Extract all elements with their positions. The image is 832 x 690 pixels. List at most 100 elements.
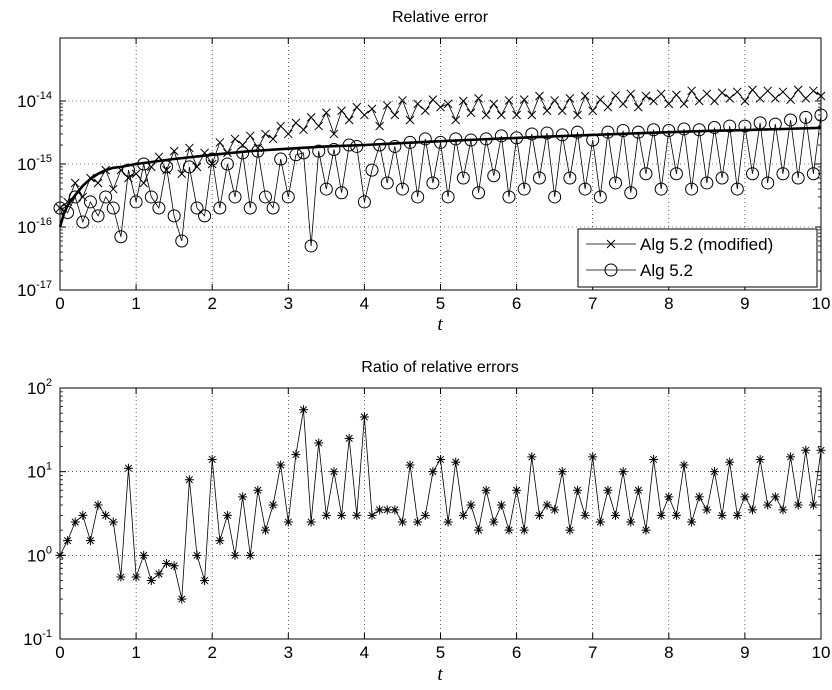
relative-error-ytick-label: 10-15 [17, 153, 52, 174]
relative-error-alg52-point [198, 209, 212, 223]
ratio-ratio-point [496, 500, 506, 510]
ratio-ratio-point [603, 485, 613, 495]
relative-error-alg52-point [205, 152, 219, 166]
ratio-ratio-point [504, 525, 514, 535]
ratio-ratio-point [337, 510, 347, 520]
relative-error-modified-point [458, 96, 468, 106]
relative-error-modified-point [70, 178, 80, 188]
ratio-ratio-point [527, 452, 537, 462]
ratio-xtick-label: 9 [740, 643, 749, 662]
relative-error-alg52-point [784, 113, 798, 127]
relative-error-modified-point [611, 91, 620, 100]
relative-error-reference-line [58, 126, 822, 228]
relative-error-alg52-point [243, 201, 257, 215]
ratio-xtick-label: 7 [588, 643, 597, 662]
ratio-ratio-point [565, 525, 575, 535]
relative-error-modified-point [169, 146, 179, 156]
relative-error-alg52-point [91, 209, 105, 223]
ratio-ratio-point [481, 485, 491, 495]
ratio-xtick-label: 10 [812, 643, 831, 662]
ratio-ratio-point [192, 550, 202, 560]
relative-error-modified-point [809, 86, 818, 96]
ratio-ratio-point [352, 510, 362, 520]
relative-error-modified-point [770, 94, 780, 103]
relative-error-xtick-label: 8 [664, 294, 673, 313]
ratio-ratio-point [390, 505, 400, 515]
relative-error-modified-point [542, 106, 552, 116]
ratio-ratio-point [116, 572, 126, 582]
ratio-ratio-point [329, 467, 339, 477]
relative-error-alg52-point [662, 124, 676, 138]
ratio-ratio-point [428, 467, 438, 477]
ratio-xlabel: t [437, 664, 443, 685]
relative-error-modified-point [717, 88, 727, 98]
relative-error-alg52-point [502, 190, 516, 204]
relative-error-alg52-point [304, 239, 318, 253]
relative-error-modified-point [321, 108, 331, 118]
ratio-ratio-point [656, 510, 666, 520]
relative-error-modified-point [634, 102, 643, 112]
relative-error-modified-point [329, 129, 339, 139]
ratio-ratio-point [709, 467, 719, 477]
ratio-ratio-point [451, 457, 461, 467]
ratio-ratio-point [405, 460, 415, 470]
ratio-ratio-point [755, 454, 765, 464]
ratio-ratio-point [85, 536, 95, 546]
relative-error-modified-point [519, 95, 529, 105]
relative-error-alg52-point [700, 176, 714, 190]
relative-error-alg52-point [677, 122, 691, 136]
relative-error-ytick-label: 10-14 [17, 90, 52, 111]
relative-error-modified-point [306, 113, 316, 122]
relative-error-alg52-point [654, 182, 668, 196]
ratio-ratio-point [679, 460, 689, 470]
relative-error-modified-point [299, 125, 308, 135]
relative-error-modified-point [261, 129, 270, 139]
ratio-ratio-point [108, 517, 118, 527]
relative-error-alg52-point [426, 176, 440, 190]
ratio-ratio-point [763, 500, 773, 510]
relative-error-modified-point [367, 104, 377, 114]
ratio-ratio-point [420, 510, 430, 520]
relative-error-alg52-point [746, 167, 760, 181]
legend-modified-label: Alg 5.2 (modified) [640, 235, 773, 254]
relative-error-alg52-point [548, 190, 562, 204]
relative-error-modified-point [283, 129, 293, 139]
ratio-ratio-point [740, 492, 750, 502]
ratio-ratio-point [260, 525, 270, 535]
ratio-ratio-point [344, 433, 354, 443]
legend-alg52-marker [604, 263, 618, 277]
legend-modified-marker [606, 239, 616, 249]
legend-box [577, 228, 818, 288]
relative-error-modified-point [595, 95, 605, 105]
ratio-ratio-point [618, 467, 628, 477]
ratio-ratio-point [611, 510, 621, 520]
relative-error-modified-point [230, 134, 240, 144]
ratio-ratio-point [291, 450, 301, 460]
relative-error-alg52-point [281, 190, 295, 204]
ratio-ratio-point [572, 485, 582, 495]
relative-error-alg52-point [609, 176, 623, 190]
relative-error-alg52-point [144, 190, 158, 204]
relative-error-alg52-point [167, 209, 181, 223]
relative-error-xtick-label: 1 [131, 294, 140, 313]
relative-error-alg52-point [669, 167, 683, 181]
relative-error-alg52-point [723, 119, 737, 133]
relative-error-xtick-label: 10 [812, 294, 831, 313]
relative-error-alg52-point [220, 157, 234, 171]
ratio-ratio-point [717, 510, 727, 520]
relative-error-alg52-point [175, 234, 189, 248]
relative-error-modified-point [740, 96, 750, 106]
ratio-ratio-point [169, 561, 179, 571]
relative-error-alg52-point [152, 201, 166, 215]
relative-error-alg52-point [357, 195, 371, 209]
ratio-ratio-point [359, 412, 369, 422]
relative-error-modified-point [375, 121, 384, 131]
relative-error-ticks: 0 1 2 3 4 5 6 7 8 9 10 10-17 10-16 10-15 10-14 [17, 38, 830, 313]
ratio-ratio-point [276, 460, 286, 470]
ratio-ratio-point [306, 517, 316, 527]
ratio-ratio-point [778, 505, 788, 515]
relative-error-modified-point [710, 96, 719, 106]
ratio-ratio-point [375, 505, 385, 515]
relative-error-alg52-point [327, 142, 341, 156]
